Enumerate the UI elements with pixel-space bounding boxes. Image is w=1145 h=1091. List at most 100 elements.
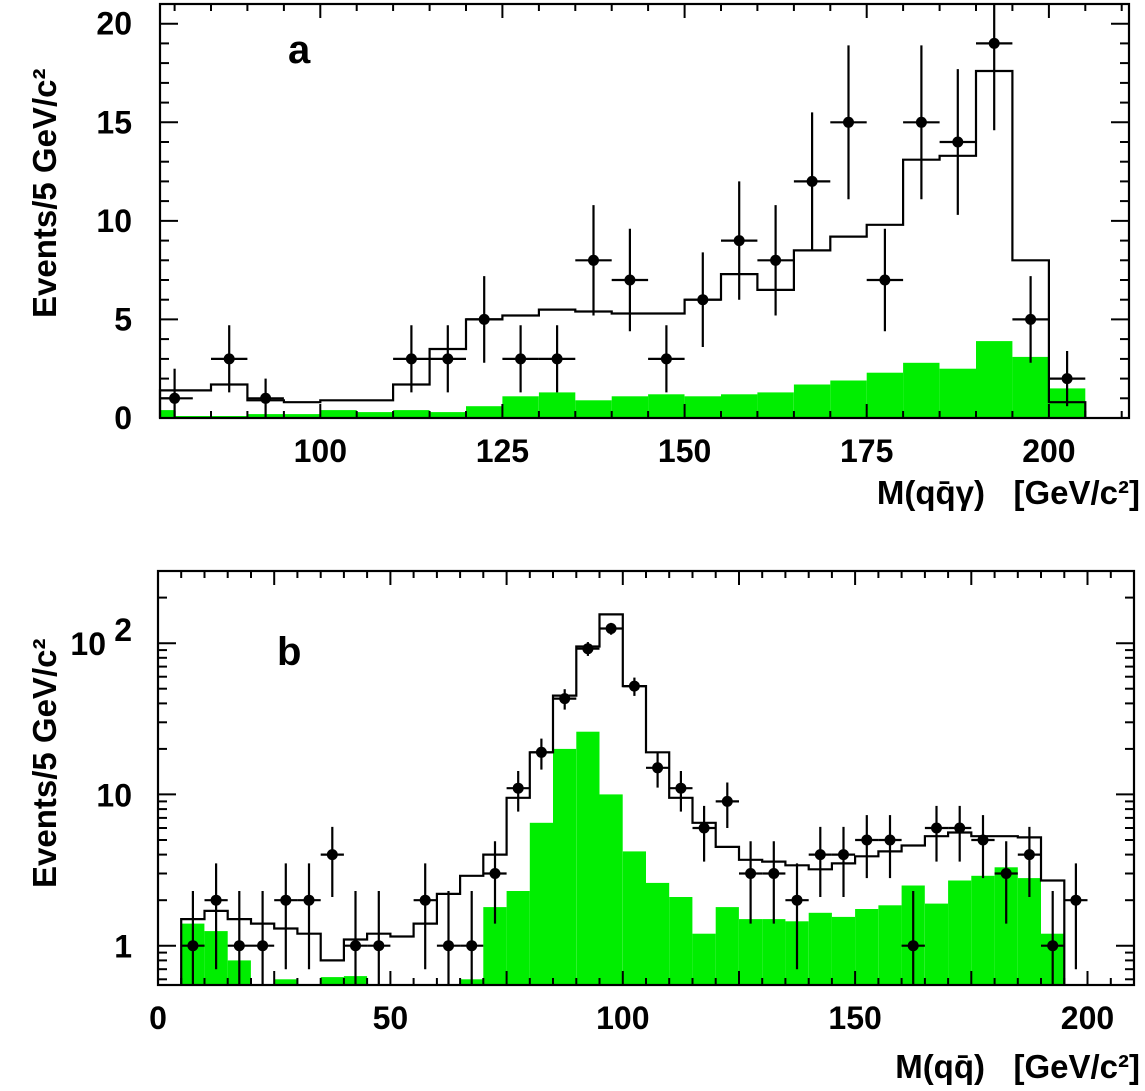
y-tick-label: 0 [114,400,132,436]
x-tick-label: 200 [1061,1000,1114,1036]
data-point [1012,276,1049,363]
data-point [460,891,484,985]
data-marker [652,762,664,774]
background-bar [648,394,685,418]
panel-a: 100 125 150 175 200 0 5 10 15 20 a Events/5 GeV/… [26,2,1140,511]
data-point [785,863,809,970]
y-tick-label: 10 [96,777,132,813]
background-bar [830,380,867,418]
mc-total-histogram [158,69,1087,418]
data-point [646,752,670,788]
data-marker [233,940,245,952]
data-point [757,205,794,316]
data-point [808,826,832,897]
svg-text:M(qq̄γ): M(qq̄γ) [877,474,985,511]
background-bar [320,410,357,418]
data-marker [791,894,803,906]
background-bar [903,362,940,418]
x-tick-label: 100 [294,433,347,469]
data-point [506,771,530,812]
data-marker [988,37,1000,49]
data-marker [442,353,454,365]
data-point [793,112,831,251]
data-marker [210,894,222,906]
data-point [320,826,344,897]
background-bar [948,880,972,985]
data-marker [861,834,873,846]
background-bar [669,897,693,985]
data-point [367,891,391,985]
x-axis-ticks: 100 125 150 175 200 [173,4,1123,469]
data-marker [443,940,454,952]
data-marker [745,868,757,879]
svg-text:[GeV/c²]: [GeV/c²] [1013,1048,1140,1085]
background-bar [831,916,856,985]
data-marker [169,392,181,404]
data-point [1041,891,1065,985]
data-point [924,805,949,862]
background-bar [320,977,344,985]
background-bar [576,731,600,985]
data-marker [884,834,896,846]
y-tick-label: 15 [96,104,132,140]
data-point [247,378,284,418]
data-marker [478,313,490,325]
x-axis-label: M(qq̄γ) [GeV/c²] [877,474,1140,511]
data-marker [660,353,672,365]
data-marker [223,353,235,365]
data-point [648,325,685,393]
background-bar [793,384,831,418]
data-marker [952,136,964,148]
data-marker [879,274,891,286]
y-tick-exponent: 2 [114,612,132,648]
y-axis-label: Events/5 GeV/c² [26,639,63,888]
data-point [948,805,972,862]
data-point [413,863,437,970]
background-bar [538,392,576,418]
background-bar [757,392,794,418]
data-marker [588,254,599,266]
data-marker [697,294,709,306]
data-marker [698,822,710,834]
mc-total-line [158,69,1087,418]
data-point [502,325,539,393]
data-point [939,69,976,215]
data-marker [628,680,640,692]
background-histogram [160,341,1086,418]
x-tick-label: 175 [840,433,893,469]
y-axis-ticks: 0 5 10 15 20 [96,3,1129,436]
background-bar [692,933,716,985]
x-tick-label: 200 [1022,433,1075,469]
background-bar [866,372,904,418]
data-marker [770,254,782,266]
background-bar [855,909,879,985]
background-bar [808,912,832,985]
background-bar [684,396,721,418]
x-axis-ticks: 0 50 100 150 200 [149,571,1135,1036]
data-point [669,771,693,812]
background-bar [715,907,739,985]
panel-label: b [277,630,301,674]
background-bar [971,875,995,985]
data-point [529,738,553,770]
data-point [429,325,466,393]
data-marker [419,894,431,906]
data-point [211,325,248,393]
data-point [483,841,507,924]
frame-border [158,2,1131,420]
background-bar [274,979,298,985]
data-marker [515,353,527,365]
data-marker [1070,894,1082,906]
background-bar [994,867,1018,985]
data-point [251,891,275,985]
data-point [227,891,251,985]
x-tick-label: 150 [828,1000,881,1036]
data-marker [1047,940,1059,952]
background-histogram [181,731,1065,985]
data-point [762,841,786,924]
background-bar [575,400,612,418]
data-marker [806,175,818,187]
data-marker [303,894,315,906]
